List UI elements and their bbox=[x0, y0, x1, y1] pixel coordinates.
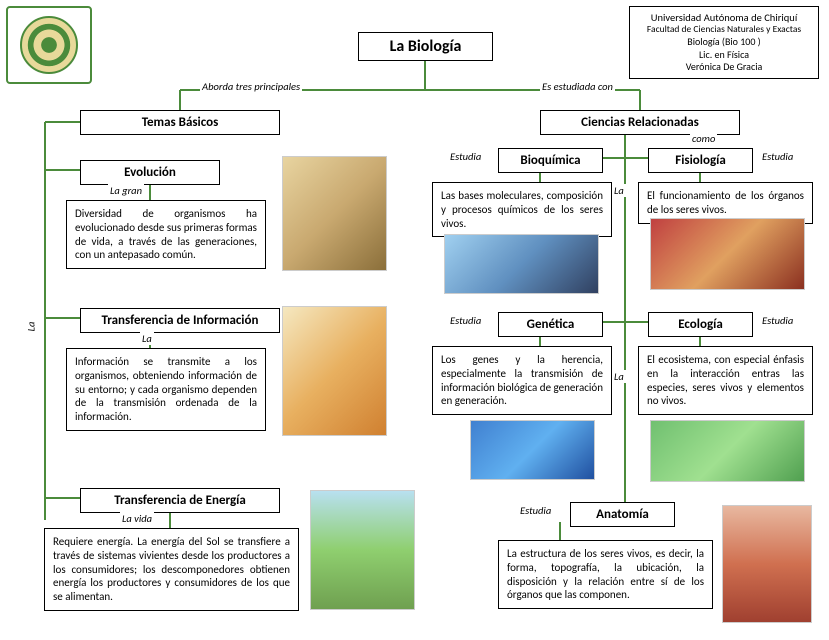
image-fisiologia bbox=[650, 218, 805, 290]
root-title: La Biología bbox=[358, 32, 493, 61]
sci-genetica: Genética bbox=[498, 312, 603, 337]
left-side-label: La bbox=[24, 320, 37, 334]
image-genetica bbox=[470, 420, 595, 480]
desc-ecologia: El ecosistema, con especial énfasis en l… bbox=[638, 346, 813, 415]
desc-evolucion: Diversidad de organismos ha evolucionado… bbox=[66, 200, 266, 269]
edge-bioquimica: Estudia bbox=[448, 150, 483, 163]
sci-ecologia: Ecología bbox=[648, 312, 753, 337]
logo-box bbox=[6, 6, 92, 84]
topic-info: Transferencia de Información bbox=[80, 308, 280, 333]
header-info: Universidad Autónoma de Chiriquí Faculta… bbox=[629, 6, 819, 79]
desc-info: Información se transmite a los organismo… bbox=[66, 348, 266, 431]
edge-anatomia: Estudia bbox=[518, 504, 553, 517]
sci-bioquimica: Bioquímica bbox=[498, 148, 603, 173]
sci-fisiologia: Fisiología bbox=[648, 148, 753, 173]
edge-genetica: Estudia bbox=[448, 314, 483, 327]
desc-bioquimica: Las bases moleculares, composición y pro… bbox=[432, 182, 612, 237]
desc-genetica: Los genes y la herencia, especialmente l… bbox=[432, 346, 612, 415]
course-name: Biología (Bio 100 ) bbox=[636, 36, 812, 49]
edge-como: como bbox=[690, 132, 717, 145]
image-anatomia bbox=[722, 505, 812, 623]
image-info bbox=[282, 306, 387, 436]
edge-la-1: La bbox=[612, 184, 626, 197]
image-bioquimica bbox=[444, 234, 599, 294]
branch-left-label: Aborda tres principales bbox=[200, 80, 302, 93]
branch-right-label: Es estudiada con bbox=[540, 80, 615, 93]
desc-energia: Requiere energía. La energía del Sol se … bbox=[44, 528, 299, 611]
edge-evolucion: La gran bbox=[108, 184, 144, 197]
desc-anatomia: La estructura de los seres vivos, es dec… bbox=[498, 540, 713, 609]
topic-energia: Transferencia de Energía bbox=[80, 488, 280, 513]
author-name: Verónica De Gracia bbox=[636, 61, 812, 74]
edge-fisiologia: Estudia bbox=[760, 150, 795, 163]
edge-la-2: La bbox=[612, 370, 626, 383]
edge-ecologia: Estudia bbox=[760, 314, 795, 327]
university-seal-icon bbox=[20, 16, 78, 74]
edge-info: La bbox=[140, 332, 154, 345]
image-energia bbox=[310, 490, 415, 610]
image-ecologia bbox=[650, 420, 805, 482]
edge-energia: La vida bbox=[120, 512, 154, 525]
image-evolucion bbox=[282, 156, 387, 271]
left-main-title: Temas Básicos bbox=[80, 110, 280, 135]
sci-anatomia: Anatomía bbox=[570, 502, 675, 527]
topic-evolucion: Evolución bbox=[80, 160, 220, 185]
